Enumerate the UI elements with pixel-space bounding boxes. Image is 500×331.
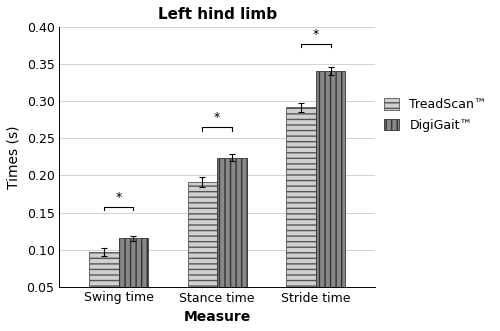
Text: *: * — [116, 191, 121, 204]
Bar — [89, 252, 118, 324]
Text: *: * — [214, 111, 220, 124]
Bar — [316, 71, 346, 324]
Y-axis label: Times (s): Times (s) — [7, 125, 21, 189]
X-axis label: Measure: Measure — [184, 310, 251, 324]
Bar — [118, 238, 148, 324]
Bar — [217, 158, 247, 324]
Title: Left hind limb: Left hind limb — [158, 7, 276, 22]
Bar — [188, 182, 217, 324]
Legend: TreadScan™, DigiGait™: TreadScan™, DigiGait™ — [384, 98, 487, 132]
Bar — [286, 107, 316, 324]
Text: *: * — [312, 27, 319, 41]
